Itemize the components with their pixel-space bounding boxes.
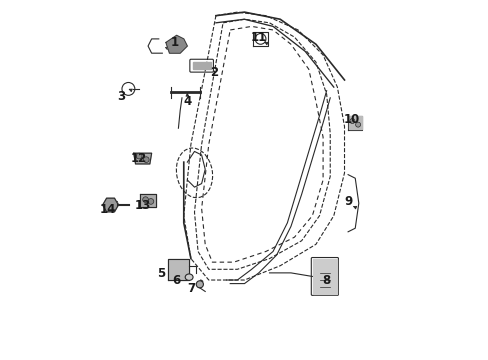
Text: 8: 8 [322,274,330,287]
Polygon shape [167,258,189,280]
Text: 4: 4 [183,95,191,108]
Polygon shape [192,62,210,69]
Polygon shape [134,153,151,164]
Polygon shape [102,198,118,212]
Circle shape [355,122,360,127]
Polygon shape [312,259,336,294]
Text: 9: 9 [343,195,351,208]
Circle shape [142,197,148,203]
Circle shape [148,199,153,204]
Polygon shape [348,116,361,129]
Text: 7: 7 [187,283,195,296]
Text: 6: 6 [172,274,181,287]
Circle shape [349,118,354,123]
Text: 11: 11 [250,31,266,44]
Text: 5: 5 [157,267,165,280]
Text: 13: 13 [134,198,150,212]
Text: 10: 10 [343,113,359,126]
Text: 14: 14 [100,203,116,216]
Ellipse shape [185,274,193,280]
Circle shape [196,281,203,288]
Text: 1: 1 [170,36,179,49]
Text: 2: 2 [210,66,218,79]
Text: 3: 3 [117,90,125,103]
Text: 12: 12 [131,152,147,165]
Polygon shape [140,194,156,207]
Polygon shape [165,35,187,53]
Circle shape [143,157,149,162]
Circle shape [136,153,142,159]
